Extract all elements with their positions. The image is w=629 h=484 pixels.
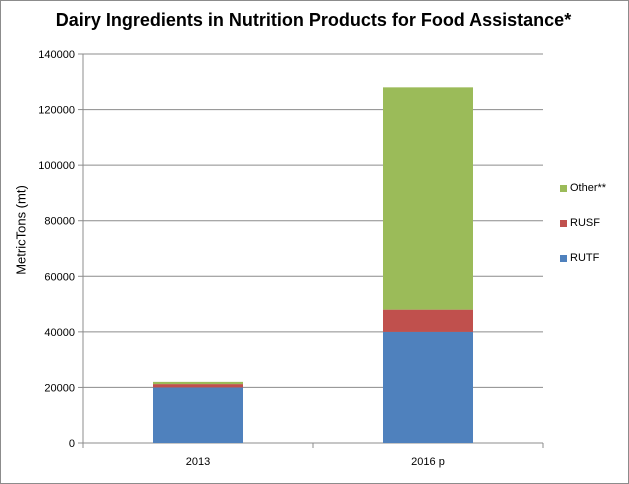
y-tick-label: 100000 (38, 160, 75, 172)
bar-rutf-2016p (383, 331, 473, 443)
legend-item-other: Other** (560, 180, 606, 196)
y-tick-label: 0 (69, 438, 75, 450)
legend-label-rutf: RUTF (570, 252, 600, 264)
x-tick-label: 2013 (186, 456, 210, 468)
legend-item-rusf: RUSF (560, 215, 606, 231)
y-tick-label: 140000 (38, 49, 75, 61)
chart-title: Dairy Ingredients in Nutrition Products … (55, 10, 572, 30)
legend: Other** RUSF RUTF (560, 180, 606, 285)
y-tick-label: 80000 (44, 216, 75, 228)
legend-label-other: Other** (570, 182, 607, 194)
legend-swatch-rusf (560, 219, 567, 227)
bar-rusf-2013 (153, 384, 243, 388)
bar-rusf-2016p (383, 309, 473, 332)
legend-swatch-other (560, 184, 567, 192)
legend-item-rutf: RUTF (560, 250, 606, 266)
y-tick-label: 20000 (44, 382, 75, 394)
legend-swatch-rutf (560, 254, 567, 262)
x-tick-label: 2016 p (411, 456, 445, 468)
y-tick-label: 120000 (38, 105, 75, 117)
bar-rutf-2013 (153, 387, 243, 443)
y-tick-label: 60000 (44, 271, 75, 283)
y-tick-label: 40000 (44, 327, 75, 339)
bar-other-2013 (153, 381, 243, 385)
bar-other-2016p (383, 87, 473, 310)
legend-label-rusf: RUSF (570, 217, 600, 229)
